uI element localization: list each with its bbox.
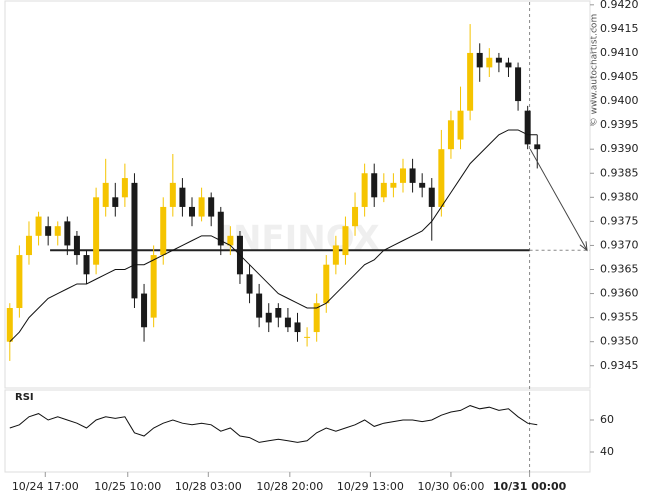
candle-body	[275, 308, 282, 318]
y-tick-label: 0.9410	[600, 46, 639, 59]
candle-body	[246, 274, 253, 294]
candle-body	[352, 206, 359, 227]
candle-body	[495, 57, 502, 63]
credit: © www.autochartist.com	[590, 14, 600, 126]
candle-body	[409, 168, 416, 183]
candle-body	[93, 197, 100, 265]
y-tick-label: 0.9375	[600, 214, 639, 227]
x-tick-label: 10/24 17:00	[12, 480, 79, 493]
candle-body	[447, 120, 454, 150]
rsi-tick-label: 40	[600, 445, 614, 458]
candle-body	[313, 303, 320, 333]
candle-body	[256, 293, 263, 318]
candle-body	[102, 182, 109, 207]
candle-body	[35, 216, 42, 236]
candle-body	[505, 62, 512, 68]
candle-body	[160, 206, 167, 256]
candle-body	[399, 168, 406, 183]
candle-body	[83, 255, 90, 275]
candle-body	[217, 211, 224, 246]
y-tick-label: 0.9345	[600, 359, 639, 372]
x-tick-label: 10/28 03:00	[175, 480, 242, 493]
moving-average	[9, 129, 538, 343]
x-tick-label: 10/25 10:00	[94, 480, 161, 493]
candle-body	[342, 226, 349, 256]
candle-body	[150, 255, 157, 318]
forecast-arrow	[529, 148, 588, 251]
candle-body	[227, 235, 234, 246]
y-tick-label: 0.9365	[600, 263, 639, 276]
candle-body	[419, 182, 426, 188]
y-tick-label: 0.9380	[600, 190, 639, 203]
candle-body	[371, 173, 378, 198]
candle-body	[323, 264, 330, 304]
candle-body	[284, 317, 291, 328]
candle-body	[16, 255, 23, 308]
x-tick-label: 10/28 20:00	[256, 480, 323, 493]
candle-body	[131, 182, 138, 299]
y-tick-label: 0.9350	[600, 335, 639, 348]
candle-body	[6, 308, 13, 342]
candle-body	[524, 110, 531, 145]
candle-body	[304, 336, 311, 338]
candle-body	[208, 197, 215, 217]
candle-body	[486, 57, 493, 68]
candle-body	[189, 206, 196, 217]
x-tick-label: 10/31 00:00	[493, 480, 567, 493]
y-tick-label: 0.9420	[600, 0, 639, 11]
y-tick-label: 0.9415	[600, 22, 639, 35]
candle-body	[265, 312, 272, 323]
candle-body	[457, 110, 464, 140]
candle-body	[45, 226, 52, 236]
candle-body	[198, 197, 205, 217]
price-panel	[4, 0, 591, 389]
y-tick-label: 0.9395	[600, 118, 639, 131]
candle-body	[467, 52, 474, 111]
candle-body	[476, 52, 483, 68]
candle-body	[428, 187, 435, 207]
candle-body	[390, 182, 397, 188]
rsi-label: RSI	[15, 392, 34, 403]
candle-body	[438, 149, 445, 207]
y-tick-label: 0.9390	[600, 142, 639, 155]
candle-body	[179, 187, 186, 207]
candle-body	[121, 178, 128, 198]
candle-body	[294, 322, 301, 333]
rsi-tick-label: 60	[600, 413, 614, 426]
candle-body	[73, 235, 80, 256]
candle-body	[380, 182, 387, 198]
y-tick-label: 0.9385	[600, 166, 639, 179]
y-tick-label: 0.9405	[600, 70, 639, 83]
candle-body	[25, 235, 32, 256]
candle-body	[169, 182, 176, 207]
y-tick-label: 0.9355	[600, 311, 639, 324]
candle-body	[112, 197, 119, 207]
candle-body	[332, 245, 339, 265]
candle-body	[54, 226, 61, 236]
y-tick-label: 0.9400	[600, 94, 639, 107]
x-tick-label: 10/30 06:00	[417, 480, 484, 493]
arrow-head	[579, 241, 588, 252]
candle-body	[141, 293, 148, 328]
candle-body	[515, 67, 522, 102]
y-tick-label: 0.9360	[600, 287, 639, 300]
rsi-panel	[4, 389, 591, 473]
x-tick-label: 10/29 13:00	[337, 480, 404, 493]
candle-body	[361, 173, 368, 207]
candle-body	[64, 221, 71, 246]
rsi-line	[9, 405, 538, 443]
y-tick-label: 0.9370	[600, 238, 639, 251]
candle-body	[534, 144, 541, 150]
